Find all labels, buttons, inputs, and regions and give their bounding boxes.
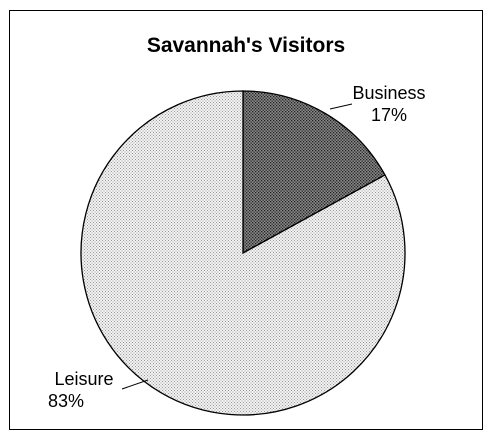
leader-line-leisure [121, 379, 149, 390]
slice-value-business: 17% [371, 105, 407, 125]
slice-label-business: Business [352, 83, 425, 103]
pie-slice-business [242, 90, 386, 255]
chart-title: Savannah's Visitors [147, 34, 345, 57]
slice-value-leisure: 83% [48, 391, 84, 411]
pie-slice-leisure [80, 90, 406, 416]
leader-line-business [329, 103, 353, 110]
pie-slices [80, 90, 406, 416]
slice-label-leisure: Leisure [54, 369, 113, 389]
